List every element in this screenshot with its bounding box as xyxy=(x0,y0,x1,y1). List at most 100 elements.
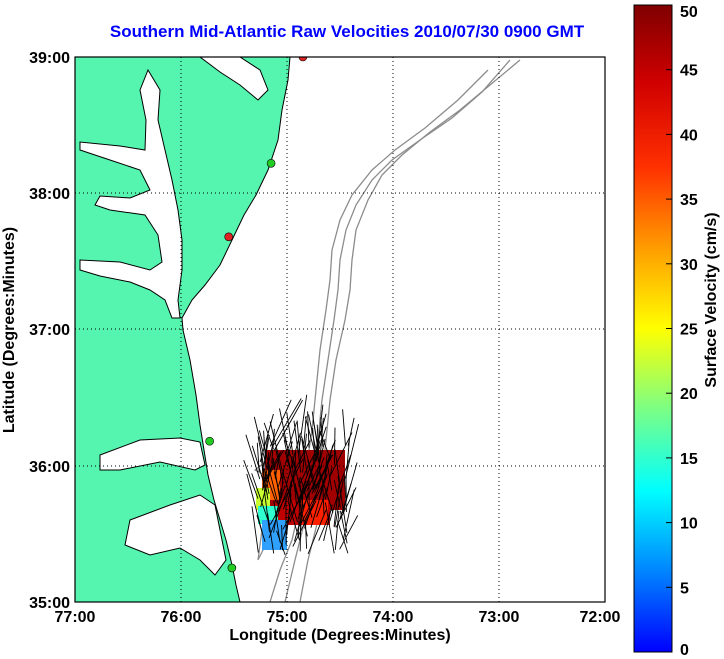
current-vector xyxy=(343,475,347,513)
colorbar-tick-label: 35 xyxy=(680,192,698,209)
y-tick: 35:00 xyxy=(29,595,70,612)
current-vector xyxy=(329,490,340,522)
current-vector xyxy=(337,454,352,491)
current-vector xyxy=(263,468,277,504)
station-marker xyxy=(205,436,214,446)
x-axis-label: Longitude (Degrees:Minutes) xyxy=(229,627,450,644)
station-markers xyxy=(205,57,308,573)
colorbar-tick-label: 25 xyxy=(680,322,698,339)
station-marker xyxy=(298,57,308,62)
current-vector xyxy=(298,394,308,454)
current-vector xyxy=(251,506,259,553)
colorbar-tick-label: 0 xyxy=(680,642,689,659)
y-tick: 37:00 xyxy=(29,322,70,339)
current-vector xyxy=(271,428,275,464)
current-vector xyxy=(301,438,308,476)
current-vector xyxy=(253,416,268,469)
current-vector xyxy=(262,431,269,474)
colorbar-label: Surface Velocity (cm/s) xyxy=(703,212,720,387)
colorbar-tick-label: 45 xyxy=(680,63,698,80)
pamlico-sound xyxy=(124,494,227,576)
current-vector xyxy=(246,473,263,532)
current-vector xyxy=(243,459,259,499)
current-vector xyxy=(251,473,271,526)
colorbar-tick-label: 10 xyxy=(680,516,698,533)
x-tick: 77:00 xyxy=(55,609,96,626)
current-vector xyxy=(344,423,360,479)
current-vector xyxy=(297,465,323,519)
x-tick: 74:00 xyxy=(373,609,414,626)
station-marker xyxy=(224,232,233,242)
x-tick: 72:00 xyxy=(580,609,621,626)
chart-title: Southern Mid-Atlantic Raw Velocities 201… xyxy=(109,22,585,41)
colorbar xyxy=(633,4,673,653)
current-vector xyxy=(283,439,292,473)
current-vector xyxy=(339,515,359,550)
x-tick: 76:00 xyxy=(161,609,202,626)
current-vector xyxy=(315,404,324,462)
x-tick: 73:00 xyxy=(479,609,520,626)
current-vector xyxy=(290,457,298,506)
current-vector xyxy=(251,445,268,496)
colorbar-tick-label: 20 xyxy=(680,386,698,403)
x-tick-labels: 77:00 76:00 75:00 74:00 73:00 72:00 xyxy=(55,609,621,626)
current-vector xyxy=(323,504,333,542)
current-vector xyxy=(339,510,348,544)
current-vector xyxy=(298,481,308,506)
y-axis-label: Latitude (Degrees:Minutes) xyxy=(1,227,18,433)
current-vector xyxy=(312,420,319,446)
current-vector xyxy=(287,473,294,502)
current-vector xyxy=(289,480,307,523)
current-vector xyxy=(334,478,344,528)
current-vector xyxy=(294,492,309,542)
current-vector xyxy=(312,427,316,456)
current-vector xyxy=(292,500,317,547)
current-vector xyxy=(342,409,346,446)
chesapeake-bay xyxy=(79,68,183,319)
current-vector xyxy=(317,439,336,489)
albemarle-sound xyxy=(99,437,206,471)
current-vector xyxy=(304,416,316,455)
current-vector xyxy=(268,487,289,539)
current-vector xyxy=(269,421,283,472)
current-vector xyxy=(262,449,285,486)
current-vector xyxy=(264,434,270,463)
current-vector xyxy=(262,476,270,533)
current-vector xyxy=(294,451,297,477)
current-vector xyxy=(307,509,327,555)
delaware-bay xyxy=(199,57,269,101)
current-vector xyxy=(293,440,311,473)
current-vector xyxy=(316,487,328,518)
current-vector xyxy=(293,420,302,473)
current-vector xyxy=(266,462,280,508)
current-vector xyxy=(314,454,332,493)
current-vector xyxy=(292,456,302,494)
current-vector xyxy=(334,449,341,483)
current-vector xyxy=(282,432,296,470)
colorbar-tick-label: 5 xyxy=(680,580,689,597)
current-vector xyxy=(318,509,332,541)
current-vector xyxy=(279,408,290,457)
current-vector xyxy=(342,489,355,540)
station-marker xyxy=(266,158,276,168)
current-vector xyxy=(326,462,333,491)
current-vector xyxy=(259,413,274,463)
colorbar-tick-label: 30 xyxy=(680,257,698,274)
y-tick: 38:00 xyxy=(29,186,70,203)
current-vectors xyxy=(243,394,360,555)
current-vector xyxy=(280,468,285,498)
current-vector xyxy=(296,420,302,463)
current-vector xyxy=(333,483,340,527)
current-vector xyxy=(277,441,293,489)
current-vector xyxy=(337,520,349,554)
current-vector xyxy=(287,422,298,449)
current-vector xyxy=(334,510,340,550)
current-vector xyxy=(324,502,335,554)
current-vector xyxy=(282,480,293,510)
current-vector xyxy=(347,417,355,446)
current-vector xyxy=(260,458,275,508)
current-vector xyxy=(309,426,327,478)
current-vector xyxy=(339,483,352,520)
y-tick: 39:00 xyxy=(29,50,70,67)
